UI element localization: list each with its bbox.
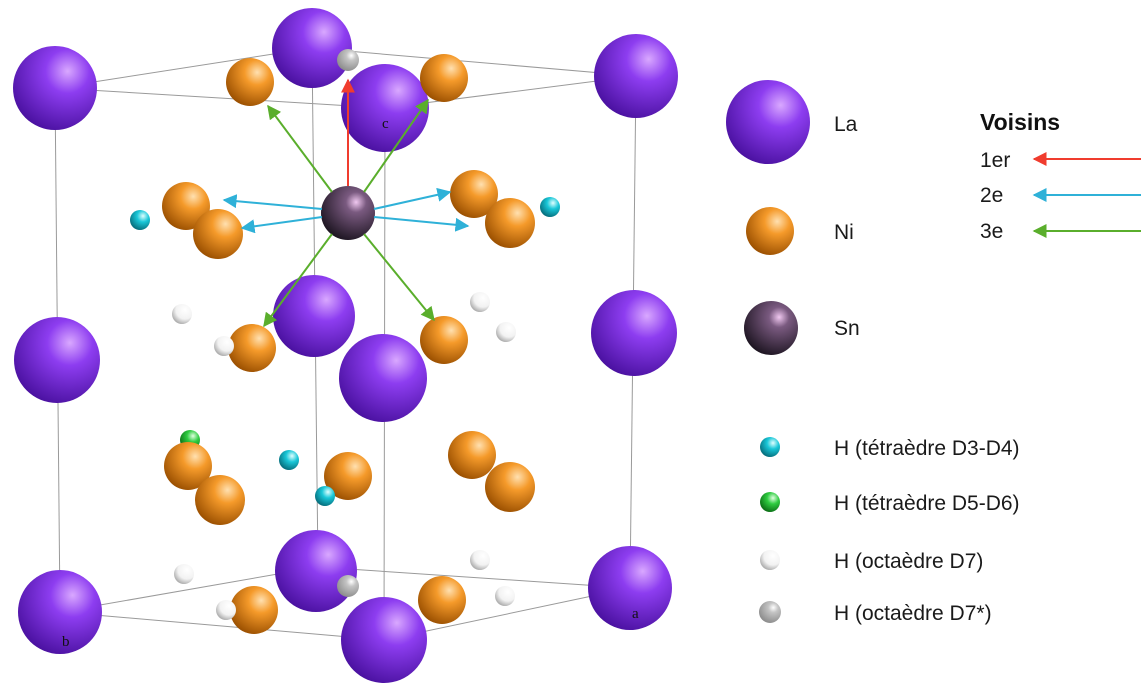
la-atom [591,290,677,376]
la-atom [18,570,102,654]
third-neighbor-arrow [363,98,429,193]
neighbor-second-label: 2e [980,184,1003,207]
neighbor-arrows [222,78,470,328]
h-d7-atom [495,586,515,606]
h-d7star-atom [337,49,359,71]
la-atom [14,317,100,403]
ni-atom [420,54,468,102]
la-atom [341,64,429,152]
la-atom [275,530,357,612]
legend-sn-label: Sn [834,317,860,340]
ni-atom [228,324,276,372]
h-d7star-atom [337,575,359,597]
second-neighbor-arrow [222,194,323,210]
third-neighbor-arrow [363,233,435,322]
legend-h-d5d6-swatch [760,492,780,512]
la-atom [272,8,352,88]
neighbors-title: Voisins [980,109,1060,135]
la-atom [273,275,355,357]
axis-label-a: a [632,606,639,622]
legend-neighbors: Voisins 1er 2e 3e [980,109,1141,243]
h-d7-atom [214,336,234,356]
h-d3d4-atom [279,450,299,470]
legend-ni-swatch [746,207,794,255]
neighbor-first-label: 1er [980,149,1010,172]
legend-h-d5d6-label: H (tétraèdre D5-D6) [834,492,1020,515]
h-d7-atom [216,600,236,620]
ni-atom [162,182,210,230]
legend-hydrogen: H (tétraèdre D3-D4) H (tétraèdre D5-D6) … [759,437,1020,625]
atoms-middle [14,275,677,422]
ni-atom [324,452,372,500]
la-atom [341,597,427,683]
third-neighbor-arrow [267,104,333,193]
ni-atom [448,431,496,479]
h-d7-atom [496,322,516,342]
atoms-upper-middle [130,170,560,259]
second-neighbor-arrow [240,216,323,234]
ni-atom [418,576,466,624]
la-atom [588,546,672,630]
legend-sn-swatch [744,301,798,355]
legend-ni-label: Ni [834,221,854,244]
legend-h-d3d4-label: H (tétraèdre D3-D4) [834,437,1020,460]
ni-atom [195,475,245,525]
legend-h-d7star-label: H (octaèdre D7*) [834,602,992,625]
second-neighbor-arrow [373,187,452,210]
legend-h-d7star-swatch [759,601,781,623]
axis-label-c: c [382,116,389,132]
atoms-bottom [18,530,672,683]
sn-atom [321,186,375,240]
h-d7-atom [172,304,192,324]
h-d7-atom [470,550,490,570]
second-neighbor-arrow [373,216,470,232]
atoms-back [13,8,678,152]
ni-atom [450,170,498,218]
ni-atom [193,209,243,259]
ni-atom [226,58,274,106]
legend-h-d3d4-swatch [760,437,780,457]
h-d7-atom [470,292,490,312]
legend-la-swatch [726,80,810,164]
third-neighbor-arrow [263,233,333,328]
la-atom [594,34,678,118]
legend-atoms: La Ni Sn [726,80,860,355]
axis-label-b: b [62,634,70,650]
la-atom [339,334,427,422]
h-d3d4-atom [315,486,335,506]
h-d7-atom [174,564,194,584]
ni-atom [485,462,535,512]
h-d3d4-atom [540,197,560,217]
ni-atom [420,316,468,364]
legend-la-label: La [834,113,858,136]
ni-atom [164,442,212,490]
atoms-lower-middle [164,430,535,525]
legend-h-d7-label: H (octaèdre D7) [834,550,983,573]
ni-atom [485,198,535,248]
la-atom [13,46,97,130]
ni-atom [230,586,278,634]
h-d3d4-atom [130,210,150,230]
legend-h-d7-swatch [760,550,780,570]
neighbor-third-label: 3e [980,220,1003,243]
